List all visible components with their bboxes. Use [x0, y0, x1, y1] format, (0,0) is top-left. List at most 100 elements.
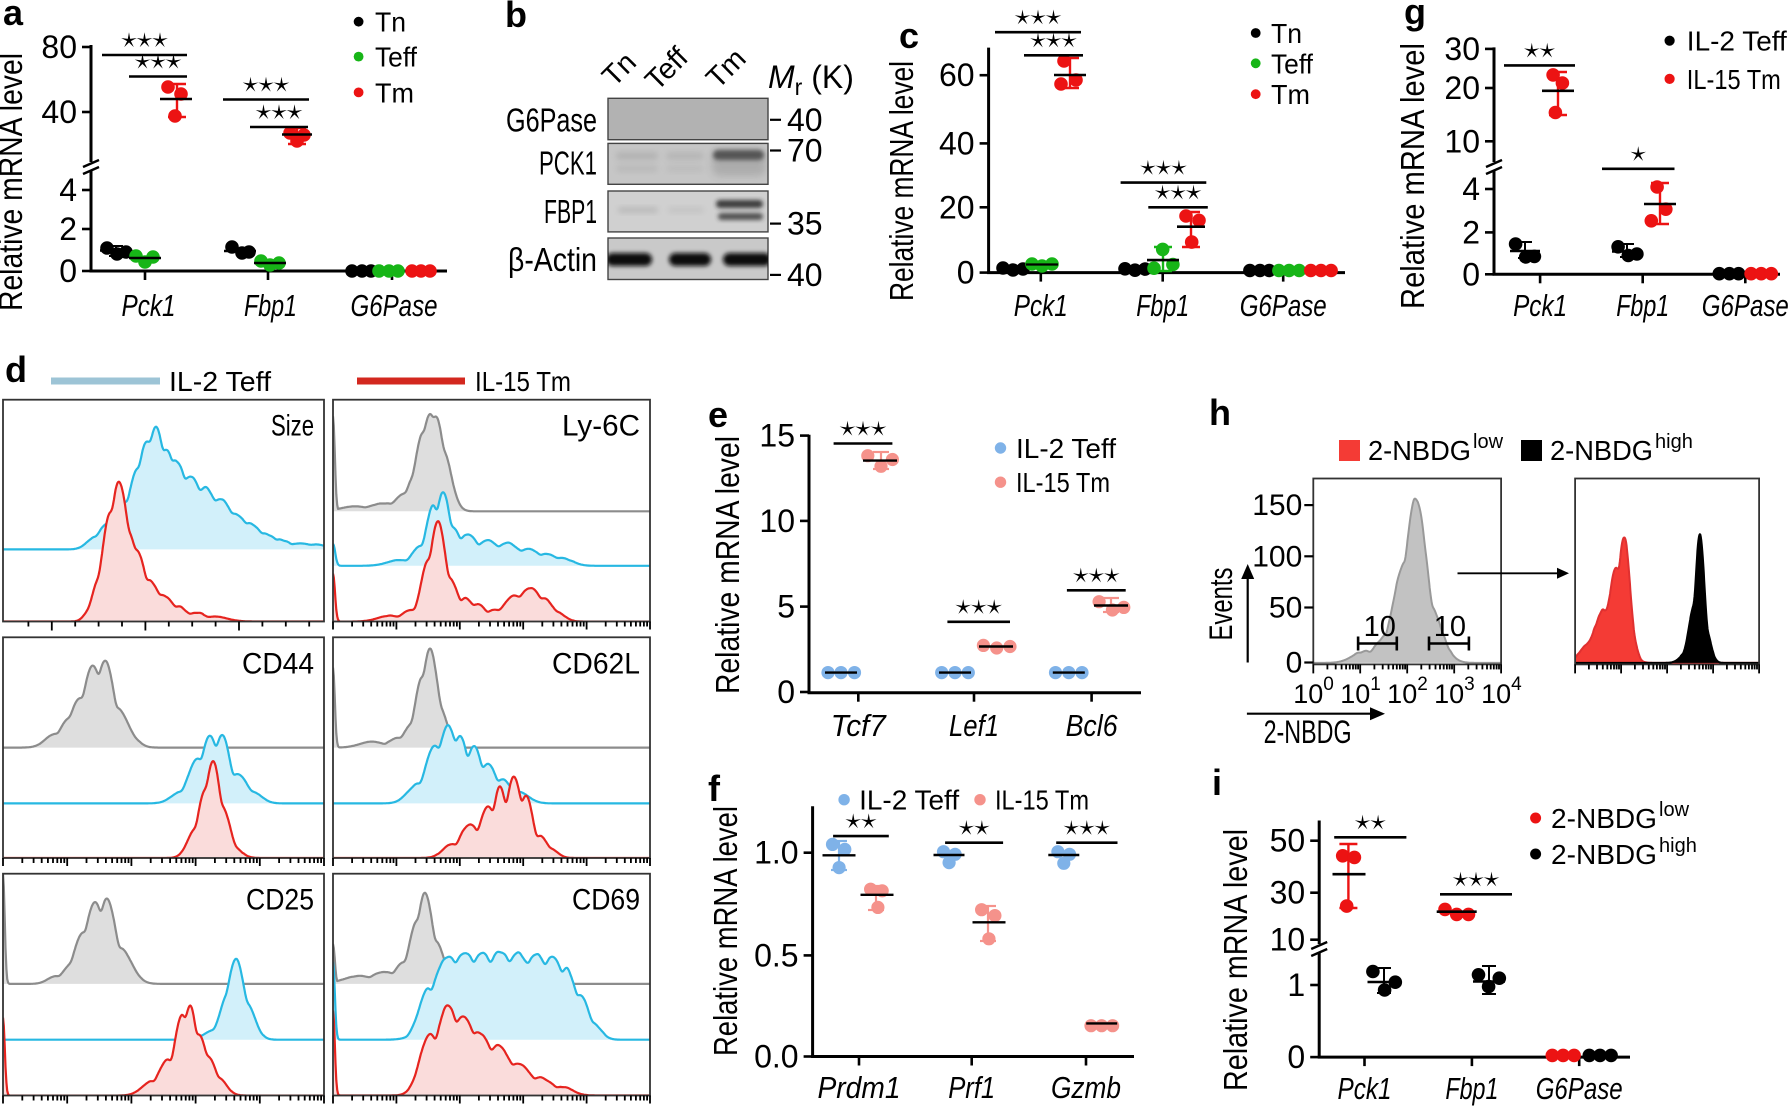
svg-text:0: 0: [1287, 1039, 1305, 1075]
svg-text:G6Pase: G6Pase: [506, 101, 597, 138]
svg-text:4: 4: [1462, 171, 1480, 207]
svg-text:20: 20: [939, 189, 975, 225]
svg-text:Relative mRNA level: Relative mRNA level: [0, 53, 29, 311]
svg-text:1: 1: [1370, 674, 1381, 695]
svg-text:IL-15 Tm: IL-15 Tm: [995, 785, 1089, 816]
svg-text:0: 0: [777, 674, 795, 710]
svg-text:Teff: Teff: [1271, 48, 1313, 79]
svg-text:0: 0: [1286, 647, 1303, 680]
svg-text:G6Pase: G6Pase: [1702, 288, 1789, 323]
svg-text:150: 150: [1252, 489, 1302, 522]
svg-text:high: high: [1659, 835, 1697, 857]
svg-text:10: 10: [1481, 679, 1511, 709]
svg-text:Relative mRNA level: Relative mRNA level: [707, 806, 744, 1056]
svg-text:Prf1: Prf1: [948, 1070, 995, 1105]
svg-text:Prdm1: Prdm1: [818, 1070, 901, 1105]
svg-text:Relative mRNA level: Relative mRNA level: [883, 61, 920, 301]
svg-text:30: 30: [1444, 31, 1480, 67]
svg-text:Pck1: Pck1: [1513, 288, 1567, 323]
svg-text:80: 80: [41, 29, 77, 65]
svg-text:50: 50: [1270, 823, 1306, 859]
svg-text:10: 10: [759, 503, 795, 539]
svg-text:5: 5: [777, 589, 795, 625]
svg-text:i: i: [1212, 762, 1222, 803]
svg-text:Gzmb: Gzmb: [1051, 1070, 1121, 1105]
svg-text:IL-15 Tm: IL-15 Tm: [475, 366, 571, 397]
svg-text:4: 4: [1511, 674, 1522, 695]
svg-text:G6Pase: G6Pase: [1240, 288, 1327, 323]
svg-text:β-Actin: β-Actin: [508, 241, 597, 278]
svg-text:high: high: [1655, 431, 1693, 453]
svg-text:Pck1: Pck1: [1014, 288, 1068, 323]
svg-text:Tn: Tn: [375, 7, 406, 38]
svg-text:4: 4: [59, 172, 77, 208]
svg-text:35: 35: [787, 206, 823, 242]
svg-text:100: 100: [1252, 540, 1302, 573]
svg-text:b: b: [505, 0, 527, 35]
svg-text:IL-15 Tm: IL-15 Tm: [1687, 64, 1781, 95]
svg-text:70: 70: [787, 133, 823, 169]
svg-text:3: 3: [1464, 674, 1475, 695]
svg-text:f: f: [708, 768, 721, 809]
svg-text:Ly-6C: Ly-6C: [562, 410, 640, 443]
svg-text:15: 15: [759, 418, 795, 454]
svg-text:Fbp1: Fbp1: [1445, 1071, 1498, 1106]
svg-text:40: 40: [41, 94, 77, 130]
svg-text:10: 10: [1434, 611, 1466, 643]
svg-text:2-NBDG: 2-NBDG: [1551, 839, 1657, 870]
svg-text:IL-2 Teff: IL-2 Teff: [169, 366, 271, 397]
svg-text:60: 60: [939, 57, 975, 93]
svg-text:IL-2 Teff: IL-2 Teff: [1016, 433, 1116, 464]
svg-text:Pck1: Pck1: [1338, 1071, 1392, 1106]
svg-text:0: 0: [1323, 674, 1334, 695]
svg-text:0.5: 0.5: [754, 937, 798, 973]
svg-text:Lef1: Lef1: [949, 708, 999, 743]
svg-text:Relative mRNA level: Relative mRNA level: [1217, 829, 1254, 1091]
svg-text:CD25: CD25: [246, 884, 314, 917]
svg-text:2-NBDG: 2-NBDG: [1550, 435, 1653, 466]
svg-text:Tn: Tn: [1271, 18, 1302, 49]
svg-text:c: c: [899, 15, 919, 56]
svg-text:0.0: 0.0: [754, 1039, 798, 1075]
svg-text:Teff: Teff: [375, 42, 417, 73]
svg-text:low: low: [1659, 799, 1690, 821]
svg-text:0: 0: [1462, 256, 1480, 292]
svg-text:30: 30: [1270, 875, 1306, 911]
svg-text:PCK1: PCK1: [539, 144, 597, 181]
svg-text:Events: Events: [1203, 568, 1239, 641]
svg-text:d: d: [5, 349, 27, 390]
svg-text:IL-2 Teff: IL-2 Teff: [859, 785, 959, 816]
svg-text:CD44: CD44: [242, 647, 314, 680]
svg-text:Bcl6: Bcl6: [1066, 708, 1119, 743]
svg-text:2: 2: [1462, 214, 1480, 250]
svg-text:h: h: [1209, 392, 1231, 433]
svg-text:Pck1: Pck1: [122, 288, 176, 323]
svg-text:10: 10: [1364, 611, 1396, 643]
svg-text:2: 2: [1417, 674, 1428, 695]
svg-text:2-NBDG: 2-NBDG: [1368, 435, 1471, 466]
svg-text:2: 2: [59, 211, 77, 247]
svg-text:Fbp1: Fbp1: [1136, 288, 1189, 323]
svg-text:40: 40: [787, 102, 823, 138]
svg-text:CD62L: CD62L: [552, 647, 640, 680]
svg-text:IL-2 Teff: IL-2 Teff: [1687, 26, 1787, 57]
svg-text:1: 1: [1287, 967, 1305, 1003]
svg-text:50: 50: [1269, 592, 1302, 625]
svg-text:10: 10: [1434, 679, 1464, 709]
svg-text:40: 40: [787, 257, 823, 293]
svg-text:Tm: Tm: [375, 77, 414, 108]
svg-text:10: 10: [1270, 922, 1306, 958]
svg-text:0: 0: [957, 255, 975, 291]
svg-text:G6Pase: G6Pase: [351, 288, 438, 323]
svg-text:1.0: 1.0: [754, 835, 798, 871]
svg-text:40: 40: [939, 125, 975, 161]
svg-text:10: 10: [1444, 123, 1480, 159]
svg-text:Relative mRNA level: Relative mRNA level: [709, 436, 746, 694]
svg-text:10: 10: [1340, 679, 1370, 709]
svg-text:Tm: Tm: [1271, 79, 1310, 110]
svg-text:IL-15 Tm: IL-15 Tm: [1016, 467, 1110, 498]
svg-text:CD69: CD69: [572, 884, 640, 917]
svg-text:0: 0: [59, 253, 77, 289]
svg-text:Fbp1: Fbp1: [244, 288, 297, 323]
svg-text:10: 10: [1387, 679, 1417, 709]
